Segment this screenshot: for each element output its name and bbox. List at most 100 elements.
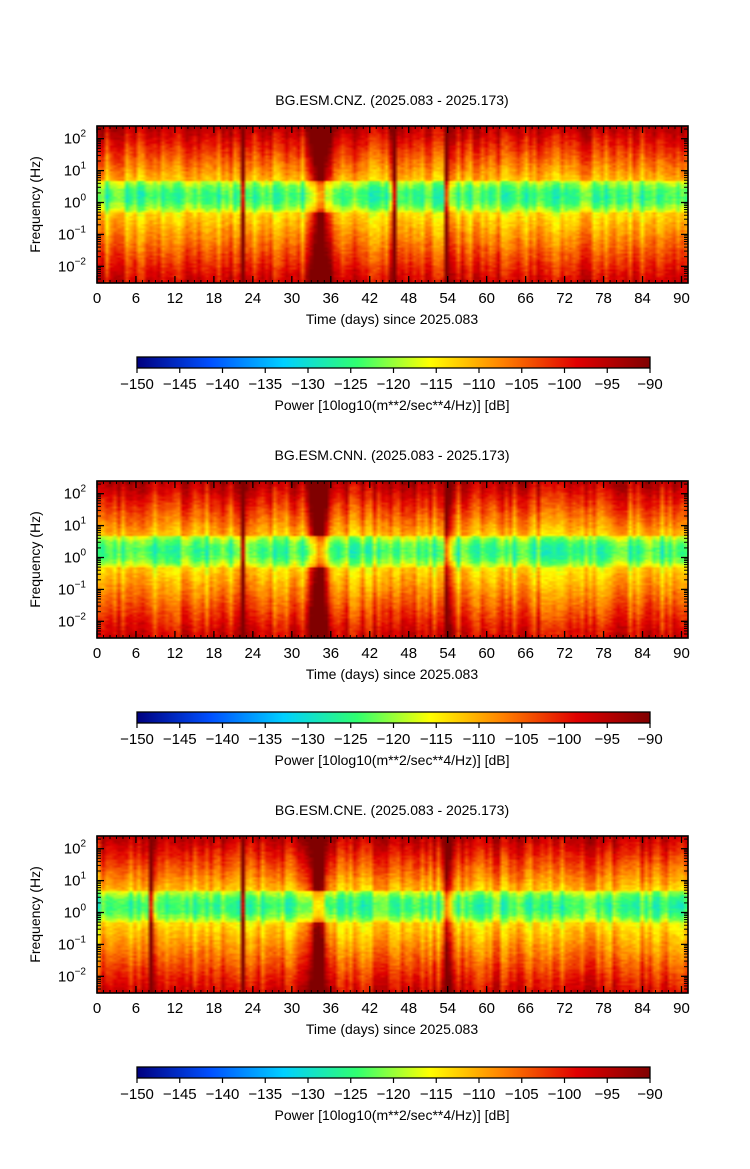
y-tick-base: 10 (58, 258, 75, 275)
y-tick-label: 10−2 (58, 256, 87, 275)
x-tick-label: 42 (361, 290, 378, 307)
x-tick-label: 30 (283, 645, 300, 662)
panel-title: BG.ESM.CNE. (2025.083 - 2025.173) (275, 802, 509, 818)
colorbar: −150 −145 −140 −135 −130 −125 −120 −115 −110 −105… (120, 711, 663, 768)
x-tick-label: 78 (595, 290, 612, 307)
colorbar-tick-label: −115 (420, 1086, 453, 1103)
y-tick-exponent: 1 (80, 516, 86, 527)
x-tick-label: 78 (595, 645, 612, 662)
colorbar-tick-label: −110 (463, 376, 496, 393)
x-tick-label: 60 (478, 290, 495, 307)
y-tick-label: 10−1 (58, 224, 87, 243)
spectrogram-image (97, 126, 688, 283)
x-tick-label: 0 (93, 290, 101, 307)
y-tick-exponent: 2 (80, 129, 86, 140)
colorbar-tick-label: −95 (595, 1086, 620, 1103)
x-tick-label: 42 (361, 1000, 378, 1017)
y-axis-label: Frequency (Hz) (27, 156, 43, 252)
panel-title: BG.ESM.CNZ. (2025.083 - 2025.173) (275, 92, 508, 108)
x-tick-label: 60 (478, 1000, 495, 1017)
colorbar-label: Power [10log10(m**2/sec**4/Hz)] [dB] (275, 752, 510, 768)
colorbar-tick-label: −125 (334, 376, 368, 393)
x-tick-label: 90 (673, 1000, 690, 1017)
plot-frame (96, 480, 689, 639)
colorbar-tick-label: −145 (163, 1086, 197, 1103)
x-tick-label: 90 (673, 290, 690, 307)
spectrogram-panel: BG.ESM.CNE. (2025.083 - 2025.173)0 6 12 18 2… (27, 802, 690, 1123)
x-tick-label: 12 (167, 290, 184, 307)
colorbar-tick-label: −105 (505, 1086, 539, 1103)
colorbar-tick-label: −115 (420, 376, 453, 393)
y-tick-label: 101 (64, 516, 87, 535)
x-tick-label: 84 (634, 290, 651, 307)
colorbar-tick-label: −150 (120, 1086, 154, 1103)
x-tick-label: 66 (517, 290, 534, 307)
y-tick-exponent: −2 (75, 966, 87, 977)
x-tick-label: 78 (595, 1000, 612, 1017)
colorbar-tick-label: −135 (248, 731, 282, 748)
colorbar-tick-label: −145 (163, 376, 197, 393)
y-tick-exponent: 1 (80, 161, 86, 172)
colorbar-tick-label: −110 (463, 1086, 496, 1103)
x-tick-label: 42 (361, 645, 378, 662)
spectrogram-panel: BG.ESM.CNN. (2025.083 - 2025.173)0 6 12 18 2… (27, 447, 690, 768)
y-tick-base: 10 (64, 841, 81, 858)
y-tick-label: 10−2 (58, 966, 87, 985)
y-tick-exponent: 0 (80, 903, 86, 914)
colorbar-tick-label: −105 (505, 731, 539, 748)
y-tick-label: 100 (64, 903, 87, 922)
y-tick-label: 101 (64, 161, 87, 180)
x-tick-label: 18 (206, 1000, 223, 1017)
x-tick-label: 84 (634, 645, 651, 662)
x-tick-label: 6 (132, 290, 140, 307)
colorbar-tick-label: −130 (291, 1086, 325, 1103)
y-tick-exponent: −1 (75, 934, 87, 945)
y-tick-exponent: 0 (80, 193, 86, 204)
x-tick-label: 6 (132, 645, 140, 662)
y-tick-exponent: −2 (75, 256, 87, 267)
y-tick-exponent: −1 (75, 579, 87, 590)
x-tick-label: 36 (322, 645, 339, 662)
y-tick-label: 102 (64, 839, 87, 858)
y-tick-base: 10 (64, 873, 81, 890)
x-tick-label: 12 (167, 1000, 184, 1017)
plot-frame (96, 125, 689, 284)
spectrogram-image (97, 481, 688, 638)
y-tick-base: 10 (58, 226, 75, 243)
x-tick-label: 66 (517, 1000, 534, 1017)
y-tick-label: 10−2 (58, 611, 87, 630)
colorbar-tick-label: −90 (637, 731, 662, 748)
colorbar-label: Power [10log10(m**2/sec**4/Hz)] [dB] (275, 1107, 510, 1123)
y-tick-base: 10 (58, 613, 75, 630)
x-tick-label: 72 (556, 645, 573, 662)
colorbar-tick-label: −140 (206, 1086, 240, 1103)
y-tick-exponent: 2 (80, 484, 86, 495)
colorbar-tick-label: −90 (637, 1086, 662, 1103)
colorbar-tick-label: −150 (120, 376, 154, 393)
x-axis-label: Time (days) since 2025.083 (306, 311, 478, 327)
y-tick-label: 10−1 (58, 579, 87, 598)
colorbar-tick-label: −100 (548, 1086, 582, 1103)
y-tick-base: 10 (64, 131, 81, 148)
colorbar-tick-label: −105 (505, 376, 539, 393)
y-axis-label: Frequency (Hz) (27, 511, 43, 607)
x-tick-label: 0 (93, 645, 101, 662)
colorbar-tick-label: −120 (377, 1086, 411, 1103)
y-tick-base: 10 (64, 195, 81, 212)
x-tick-label: 48 (400, 290, 417, 307)
colorbar-tick-label: −100 (548, 731, 582, 748)
spectrogram-image (97, 836, 688, 993)
colorbar-tick-label: −115 (420, 731, 453, 748)
colorbar-tick-label: −90 (637, 376, 662, 393)
colorbar-tick-label: −130 (291, 731, 325, 748)
colorbar: −150 −145 −140 −135 −130 −125 −120 −115 −110 −105… (120, 1066, 663, 1123)
colorbar-tick-label: −135 (248, 1086, 282, 1103)
colorbar-tick-label: −95 (595, 731, 620, 748)
colorbar-tick-label: −140 (206, 731, 240, 748)
x-tick-label: 48 (400, 1000, 417, 1017)
colorbar-tick-label: −145 (163, 731, 197, 748)
x-tick-label: 90 (673, 645, 690, 662)
y-tick-label: 102 (64, 129, 87, 148)
x-tick-label: 0 (93, 1000, 101, 1017)
